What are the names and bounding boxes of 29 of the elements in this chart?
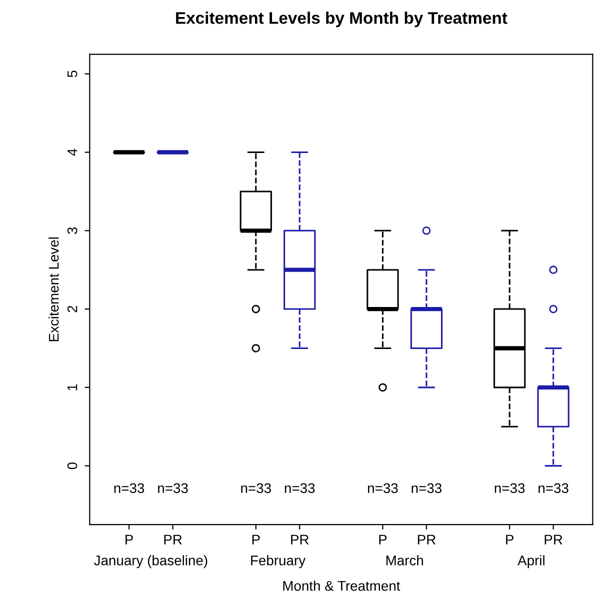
text: P: [379, 534, 387, 544]
text: P: [506, 534, 514, 544]
text: PR: [418, 534, 436, 544]
y-axis-title: Excitement Level: [48, 237, 59, 342]
y-tick-label: 3: [67, 227, 78, 234]
chart-title: Excitement Levels by Month by Treatment: [176, 12, 508, 28]
annotation: n=33: [412, 483, 442, 494]
text: P: [252, 534, 260, 544]
annotation: n=33: [241, 483, 271, 494]
text: P: [126, 534, 133, 544]
x-tick-label: February: [251, 555, 306, 568]
text: PR: [164, 534, 182, 544]
x-tick-label: January (baseline): [94, 555, 208, 568]
annotation: n=33: [114, 483, 144, 494]
y-tick-label: 0: [67, 462, 78, 470]
x-tick-label: April: [518, 555, 544, 568]
annotation: n=33: [284, 483, 315, 494]
x-tick-label: March: [386, 555, 423, 566]
annotation: n=33: [538, 483, 568, 494]
y-tick-label: 1: [68, 384, 78, 390]
annotation: n=33: [368, 483, 398, 494]
y-tick-label: 5: [68, 70, 78, 78]
y-tick-label: 4: [68, 148, 78, 156]
text: PR: [544, 534, 562, 544]
x-axis-title: Month & Treatment: [283, 580, 400, 591]
annotation: n=33: [494, 483, 525, 494]
annotation: n=33: [158, 483, 188, 494]
text: PR: [291, 534, 309, 544]
y-tick-label: 2: [67, 306, 78, 312]
